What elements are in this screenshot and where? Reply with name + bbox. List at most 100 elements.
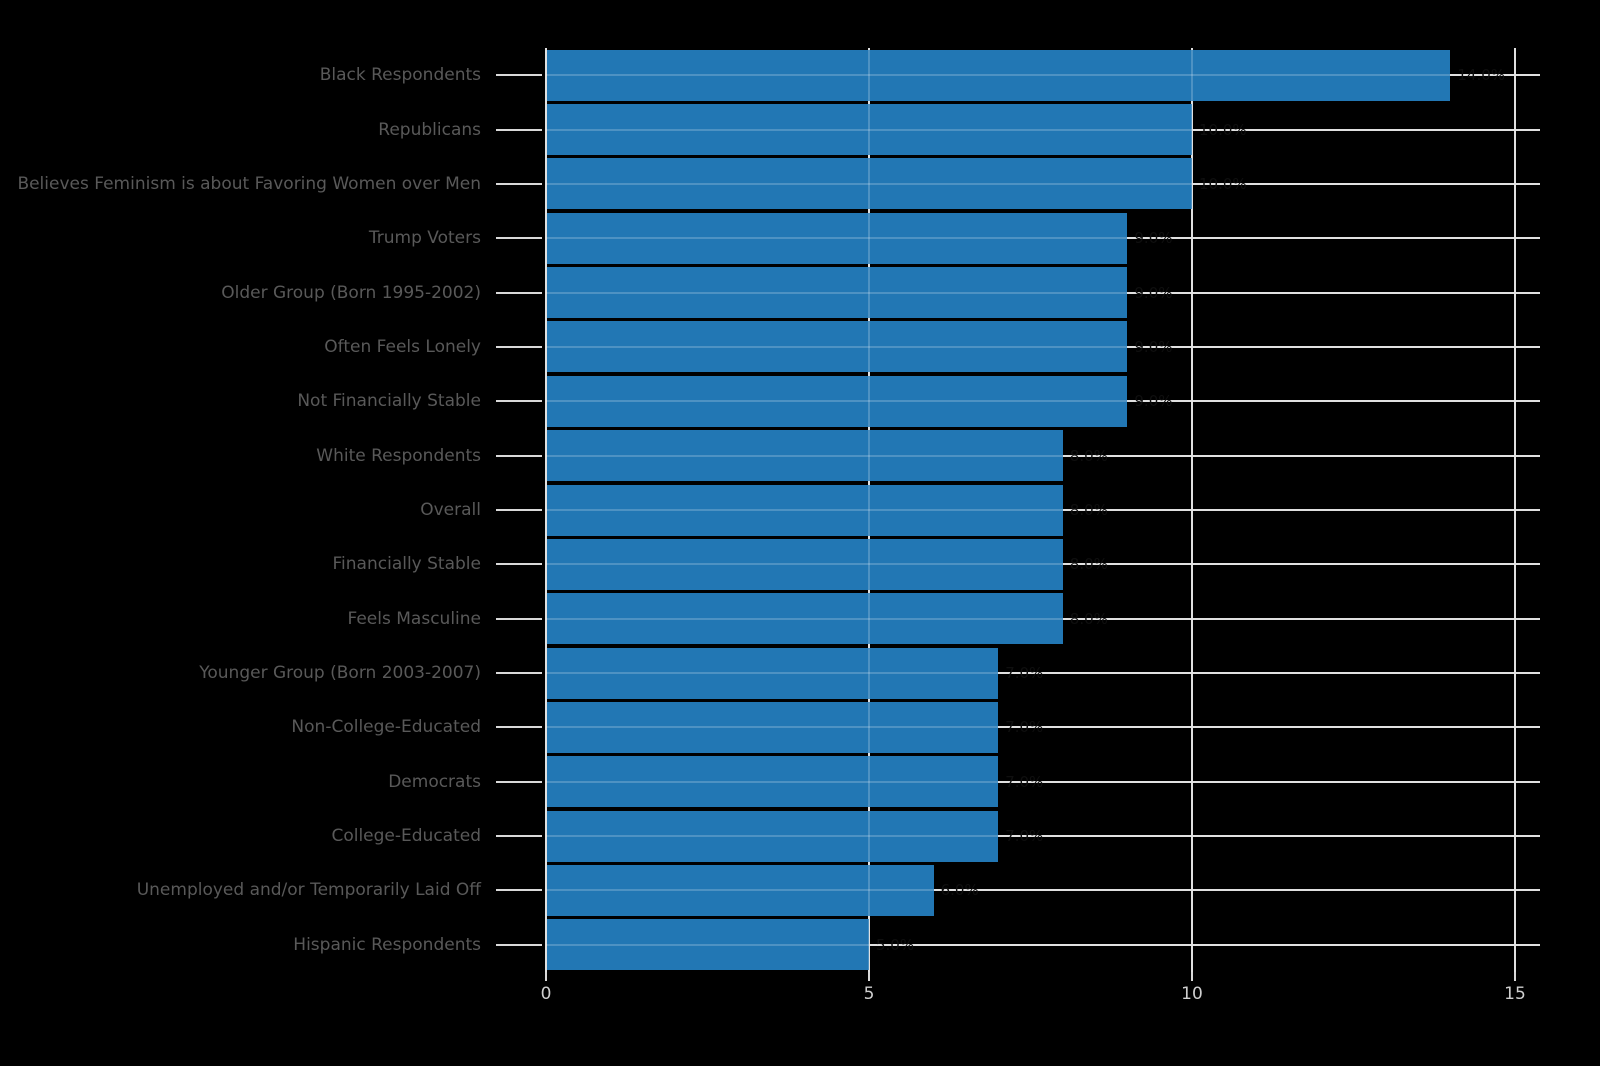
y-axis-tick xyxy=(496,835,542,838)
category-label: Democrats xyxy=(388,771,481,792)
vertical-gridline-overlay xyxy=(1191,48,1193,972)
horizontal-gridline-overlay xyxy=(546,672,1540,675)
value-label: 5.0% xyxy=(876,935,915,954)
bar xyxy=(547,810,999,862)
y-axis-tick xyxy=(496,182,542,185)
bar xyxy=(547,49,1451,101)
category-label: Republicans xyxy=(378,119,481,140)
category-label: Black Respondents xyxy=(319,65,481,86)
bar xyxy=(547,919,869,971)
bar xyxy=(547,212,1128,264)
horizontal-gridline xyxy=(546,835,1540,838)
y-axis-tick xyxy=(496,128,542,131)
x-axis-tick xyxy=(545,972,547,981)
horizontal-gridline-overlay xyxy=(546,563,1540,566)
category-label: Often Feels Lonely xyxy=(324,336,481,357)
y-axis-tick xyxy=(496,943,542,946)
x-axis-tick xyxy=(868,972,870,981)
y-axis-tick xyxy=(496,726,542,729)
vertical-gridline-overlay xyxy=(1514,48,1516,972)
horizontal-gridline-overlay xyxy=(546,835,1540,838)
value-label: 7.0% xyxy=(1005,827,1044,846)
horizontal-gridline-overlay xyxy=(546,237,1540,240)
horizontal-gridline xyxy=(546,943,1540,946)
horizontal-gridline-overlay xyxy=(546,780,1540,783)
horizontal-gridline xyxy=(546,780,1540,783)
y-axis-tick xyxy=(496,400,542,403)
x-axis-tick xyxy=(1191,972,1193,981)
bar xyxy=(547,104,1192,156)
horizontal-gridline-overlay xyxy=(546,617,1540,620)
horizontal-gridline-overlay xyxy=(546,74,1540,77)
y-axis-tick xyxy=(496,345,542,348)
horizontal-gridline xyxy=(546,726,1540,729)
bar xyxy=(547,158,1192,210)
value-label: 8.0% xyxy=(1069,555,1108,574)
horizontal-gridline-overlay xyxy=(546,291,1540,294)
y-axis-tick xyxy=(496,74,542,77)
value-label: 9.0% xyxy=(1134,337,1173,356)
bar xyxy=(547,321,1128,373)
horizontal-gridline-overlay xyxy=(546,726,1540,729)
value-label: 14.0% xyxy=(1457,66,1506,85)
bar xyxy=(547,538,1063,590)
value-label: 9.0% xyxy=(1134,229,1173,248)
horizontal-gridline xyxy=(546,889,1540,892)
horizontal-gridline-overlay xyxy=(546,943,1540,946)
horizontal-gridline-overlay xyxy=(546,454,1540,457)
category-label: Believes Feminism is about Favoring Wome… xyxy=(17,173,481,194)
category-label: Trump Voters xyxy=(368,228,481,249)
horizontal-gridline-overlay xyxy=(546,400,1540,403)
value-label: 9.0% xyxy=(1134,283,1173,302)
y-axis-tick xyxy=(496,672,542,675)
bar xyxy=(547,430,1063,482)
bar xyxy=(547,864,934,916)
horizontal-gridline xyxy=(546,672,1540,675)
y-axis-tick xyxy=(496,237,542,240)
bar xyxy=(547,593,1063,645)
x-tick-label: 10 xyxy=(1181,984,1203,1004)
y-axis-tick xyxy=(496,509,542,511)
horizontal-gridline-overlay xyxy=(546,345,1540,348)
category-label: White Respondents xyxy=(316,445,481,466)
vertical-gridline-overlay xyxy=(868,48,870,972)
y-axis-tick xyxy=(496,617,542,620)
value-label: 8.0% xyxy=(1069,501,1108,519)
bar xyxy=(547,267,1128,319)
category-label: Not Financially Stable xyxy=(297,391,481,412)
category-label: Overall xyxy=(420,500,481,520)
y-axis-tick xyxy=(496,291,542,294)
category-label: Older Group (Born 1995-2002) xyxy=(221,282,481,303)
bar xyxy=(547,375,1128,427)
category-label: Financially Stable xyxy=(332,554,481,575)
category-label: Hispanic Respondents xyxy=(293,934,481,955)
category-label: Non-College-Educated xyxy=(291,717,481,738)
value-label: 10.0% xyxy=(1199,174,1247,193)
category-label: Feels Masculine xyxy=(347,608,482,629)
value-label: 9.0% xyxy=(1134,392,1173,411)
value-label: 10.0% xyxy=(1199,120,1247,139)
horizontal-gridline-overlay xyxy=(546,182,1540,185)
x-tick-label: 0 xyxy=(540,984,552,1004)
bar xyxy=(547,647,999,699)
category-label: College-Educated xyxy=(331,826,481,847)
value-label: 6.0% xyxy=(940,881,979,900)
horizontal-gridline-overlay xyxy=(546,128,1540,131)
value-label: 7.0% xyxy=(1005,772,1044,791)
x-axis-tick xyxy=(1514,972,1516,981)
value-label: 7.0% xyxy=(1005,718,1044,737)
value-label: 7.0% xyxy=(1005,664,1044,683)
y-axis-tick xyxy=(496,889,542,892)
x-tick-label: 15 xyxy=(1504,984,1526,1004)
y-axis-tick xyxy=(496,563,542,566)
y-axis-tick xyxy=(496,454,542,457)
bar xyxy=(547,756,999,808)
bar xyxy=(547,701,999,753)
bar xyxy=(547,484,1063,536)
value-label: 8.0% xyxy=(1069,446,1108,465)
y-axis-tick xyxy=(496,780,542,783)
horizontal-gridline-overlay xyxy=(546,509,1540,511)
horizontal-gridline-overlay xyxy=(546,889,1540,892)
value-label: 8.0% xyxy=(1069,609,1108,628)
